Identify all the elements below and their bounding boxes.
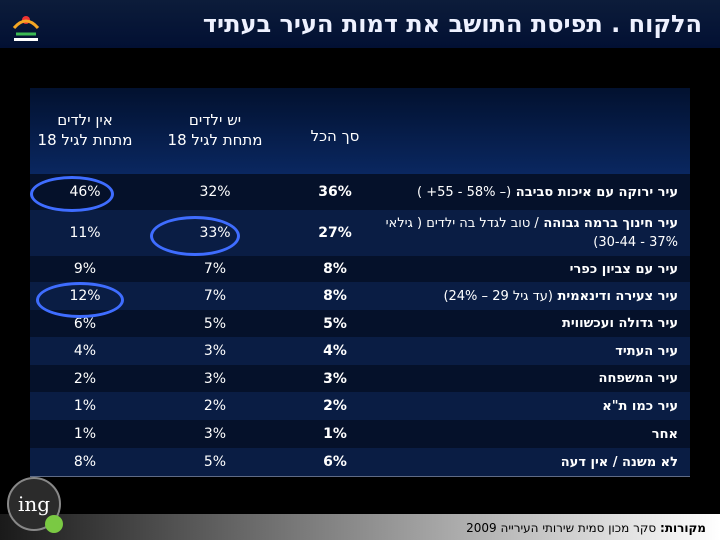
cell-with-kids: 7% <box>203 288 227 304</box>
cell-with-kids: 3% <box>203 343 227 359</box>
row-label-main: עיר חינוך ברמה גבוהה <box>543 216 678 231</box>
title-bar: הלקוח . תפיסת התושב את דמות העיר בעתיד <box>0 0 720 48</box>
row-label: עיר חינוך ברמה גבוהה / טוב לגדל בה ילדים… <box>378 210 678 256</box>
cell-no-kids: 8% <box>73 454 97 470</box>
row-label-main: עיר כמו ת"א <box>602 398 678 414</box>
row-label-main: לא משנה / אין דעה <box>560 454 678 470</box>
row-label-text: אחר <box>652 425 678 444</box>
cell-with-kids: 5% <box>203 454 227 470</box>
row-label-text: עיר המשפחה <box>599 369 678 388</box>
table-header: אין ילדים מתחת לגיל 18 יש ילדים מתחת לגי… <box>30 88 690 175</box>
col-header-with-kids-line2: מתחת לגיל 18 <box>167 131 263 149</box>
col-header-with-kids: יש ילדים מתחת לגיל 18 <box>160 110 270 150</box>
table-row: 4% 3% 4% עיר העתיד <box>30 337 690 366</box>
row-label-main: עיר המשפחה <box>598 371 678 386</box>
col-header-no-kids-line2: מתחת לגיל 18 <box>37 131 133 149</box>
highlight-oval-no-kids-row1 <box>30 176 114 212</box>
highlight-oval-with-kids-row2 <box>150 216 240 256</box>
page-title: הלקוח . תפיסת התושב את דמות העיר בעתיד <box>202 10 702 38</box>
row-label: עיר גדולה ועכשווית <box>378 310 678 337</box>
source-label: מקורות: <box>660 521 706 535</box>
row-label: עיר כמו ת"א <box>378 392 678 420</box>
cell-no-kids: 1% <box>73 398 97 414</box>
row-label: עיר עם צביון כפרי <box>378 256 678 282</box>
col-header-no-kids-line1: אין ילדים <box>57 111 113 129</box>
table-row: 46% 32% 36% עיר ירוקה עם איכות סביבה (– 58%… <box>30 174 690 211</box>
cell-no-kids: 2% <box>73 370 97 387</box>
cell-total: 5% <box>323 315 347 332</box>
row-label-main: עיר עם צביון כפרי <box>569 261 678 277</box>
cell-no-kids: 9% <box>73 261 97 277</box>
row-label-sub: (– 58% - 55+ ) <box>417 184 512 200</box>
table-row: 6% 5% 5% עיר גדולה ועכשווית <box>30 310 690 338</box>
table-row: 11% 33% 27% עיר חינוך ברמה גבוהה / טוב לגדל… <box>30 210 690 257</box>
cell-total: 27% <box>318 225 352 241</box>
row-label: לא משנה / אין דעה <box>378 448 678 476</box>
cell-with-kids: 5% <box>203 315 227 332</box>
cell-no-kids: 6% <box>73 315 97 332</box>
row-label-main: עיר גדולה ועכשווית <box>561 316 678 331</box>
cell-no-kids: 1% <box>73 426 97 442</box>
row-label-text: עיר חינוך ברמה גבוהה / טוב לגדל בה ילדים… <box>378 214 678 252</box>
cell-with-kids: 3% <box>203 370 227 387</box>
row-label-main: עיר ירוקה עם איכות סביבה <box>515 184 678 200</box>
municipality-logo-icon <box>12 16 40 41</box>
cell-with-kids: 3% <box>203 426 227 442</box>
cell-total: 4% <box>323 343 347 359</box>
source-value: סקר מכון סמית שירותי העירייה 2009 <box>466 521 657 535</box>
table-row: 12% 7% 8% עיר צעירה ודינאמית (עד גיל 29 – 2… <box>30 282 690 311</box>
ing-logo-icon: ing <box>7 477 63 533</box>
col-header-with-kids-line1: יש ילדים <box>188 111 242 129</box>
row-label-main: עיר צעירה ודינאמית <box>557 288 679 304</box>
cell-with-kids: 32% <box>199 184 231 200</box>
cell-total: 8% <box>323 261 347 277</box>
cell-total: 2% <box>323 398 347 414</box>
table-row: 8% 5% 6% לא משנה / אין דעה <box>30 448 690 477</box>
highlight-oval-no-kids-row4 <box>36 282 124 318</box>
row-label-text: עיר עם צביון כפרי <box>570 260 678 279</box>
cell-total: 3% <box>323 370 347 387</box>
row-label: עיר צעירה ודינאמית (עד גיל 29 – 24%) <box>378 282 678 310</box>
cell-total: 1% <box>323 426 347 442</box>
table-row: 2% 3% 3% עיר המשפחה <box>30 365 690 393</box>
cell-total: 6% <box>323 454 347 470</box>
row-label-text: עיר כמו ת"א <box>602 397 678 416</box>
row-label: עיר העתיד <box>378 337 678 365</box>
row-label-main: אחר <box>651 426 678 442</box>
cell-total: 36% <box>318 184 352 200</box>
cell-no-kids: 11% <box>69 225 101 241</box>
row-label: עיר ירוקה עם איכות סביבה (– 58% - 55+ ) <box>378 174 678 210</box>
source-text: מקורות: סקר מכון סמית שירותי העירייה 200… <box>466 521 706 535</box>
table-row: 1% 3% 1% אחר <box>30 420 690 449</box>
col-header-no-kids: אין ילדים מתחת לגיל 18 <box>30 110 140 150</box>
table-row: 9% 7% 8% עיר עם צביון כפרי <box>30 256 690 283</box>
row-label: אחר <box>378 420 678 448</box>
row-label-text: עיר צעירה ודינאמית (עד גיל 29 – 24%) <box>443 287 678 306</box>
row-label-sub: (עד גיל 29 – 24%) <box>443 288 553 304</box>
row-label-main: עיר העתיד <box>615 343 678 359</box>
row-label-sub: / טוב לגדל בה ילדים ( גילאי 37% - 30-44) <box>385 216 678 250</box>
row-label-text: עיר ירוקה עם איכות סביבה (– 58% - 55+ ) <box>417 183 678 202</box>
cell-with-kids: 2% <box>203 398 227 414</box>
cell-total: 8% <box>323 288 347 304</box>
row-label: עיר המשפחה <box>378 365 678 392</box>
source-bar: מקורות: סקר מכון סמית שירותי העירייה 200… <box>0 514 720 540</box>
row-label-text: עיר גדולה ועכשווית <box>562 314 678 333</box>
cell-with-kids: 7% <box>203 261 227 277</box>
col-header-total: סך הכל <box>310 127 360 145</box>
table-row: 1% 2% 2% עיר כמו ת"א <box>30 392 690 421</box>
ing-logo-text: ing <box>18 492 50 516</box>
cell-no-kids: 4% <box>73 343 97 359</box>
row-label-text: לא משנה / אין דעה <box>561 453 678 472</box>
row-label-text: עיר העתיד <box>615 342 678 361</box>
